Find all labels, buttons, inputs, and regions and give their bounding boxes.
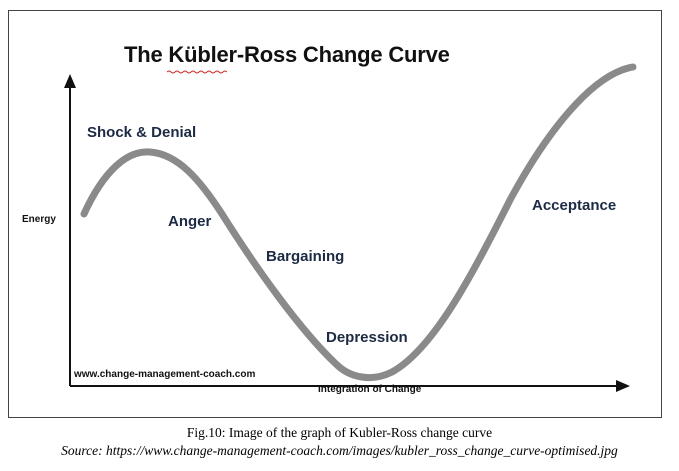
source-prefix: Source:: [61, 443, 107, 458]
y-axis-arrow-icon: [64, 74, 76, 88]
watermark-text: www.change-management-coach.com: [74, 369, 256, 380]
x-axis-label: Integration of Change: [318, 384, 422, 395]
stage-label-acceptance: Acceptance: [532, 197, 617, 214]
stage-label-anger: Anger: [168, 213, 212, 230]
x-axis-arrow-icon: [616, 380, 630, 392]
change-curve: [80, 63, 637, 381]
y-axis-label: Energy: [22, 214, 56, 225]
source-url: https://www.change-management-coach.com/…: [106, 443, 618, 458]
stage-label-depression: Depression: [326, 329, 408, 346]
stage-label-bargaining: Bargaining: [266, 248, 345, 265]
figure-caption: Fig.10: Image of the graph of Kubler-Ros…: [186, 425, 493, 440]
source-line: Source: https://www.change-management-co…: [0, 443, 679, 459]
figure-frame: [8, 10, 662, 418]
spellcheck-underline: [167, 70, 227, 74]
stage-label-shock-denial: Shock & Denial: [87, 124, 197, 141]
diagram-title: The Kübler-Ross Change Curve: [124, 42, 450, 67]
